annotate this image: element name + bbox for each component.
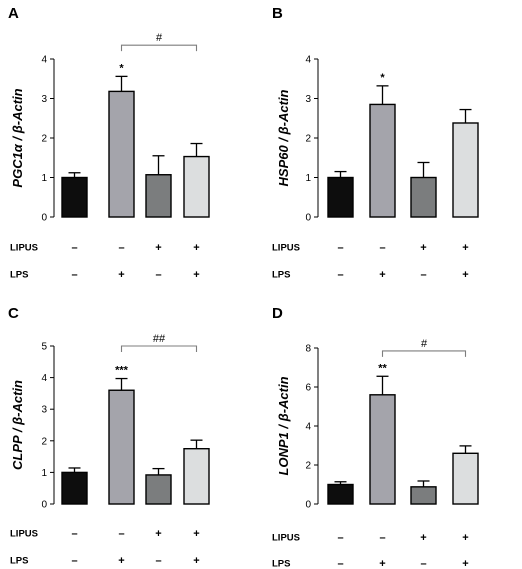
panel-a-bar — [61, 176, 88, 218]
panel-c-row-label-lps: LPS — [10, 556, 28, 567]
panel-c-lipus-sign: + — [193, 528, 199, 540]
panel-b-y-tick-label: 2 — [305, 134, 311, 145]
panel-d-significance-mark: ** — [378, 362, 387, 374]
panel-d-lipus-sign: + — [420, 532, 426, 544]
panel-b-y-tick-label: 4 — [305, 55, 311, 66]
panel-a-y-axis-title: PGC1α / β-Actin — [10, 88, 25, 187]
panel-d-y-axis-title: LONP1 / β-Actin — [276, 376, 291, 475]
panel-a-lps-sign: – — [71, 269, 77, 281]
panel-a-y-tick-label: 2 — [41, 134, 47, 145]
panel-b-row-label-lipus: LIPUS — [272, 243, 300, 254]
panel-a-row-label-lipus: LIPUS — [10, 243, 38, 254]
panel-a-comparison-bracket — [120, 44, 198, 52]
panel-c-bar — [108, 389, 135, 505]
panel-d-lps-sign: + — [379, 558, 385, 569]
panel-d-bar — [327, 483, 354, 505]
panel-c-y-tick-label: 0 — [41, 500, 47, 511]
panel-d-lps-sign: + — [462, 558, 468, 569]
panel-d-bar — [452, 452, 479, 505]
panel-c-lipus-sign: – — [118, 528, 124, 540]
panel-a-lps-sign: + — [118, 269, 124, 281]
panel-d-comparison-bracket — [381, 350, 467, 357]
panel-b-bar — [410, 176, 437, 218]
panel-c-y-tick-label: 3 — [41, 405, 47, 416]
panel-d-lps-sign: – — [337, 558, 343, 569]
panel-d-lipus-sign: – — [337, 532, 343, 544]
panel-a-label: A — [8, 5, 19, 22]
panel-a-lps-sign: + — [193, 269, 199, 281]
panel-b-significance-mark: * — [380, 72, 385, 84]
panel-b-y-tick-label: 0 — [305, 213, 311, 224]
panel-d-y-tick-label: 0 — [305, 500, 311, 511]
panel-c-lipus-sign: + — [155, 528, 161, 540]
panel-b-y-axis-title: HSP60 / β-Actin — [276, 89, 291, 186]
panel-c-significance-mark: *** — [115, 365, 129, 377]
panel-c-y-axis-title: CLPP / β-Actin — [10, 380, 25, 470]
panel-c-row-label-lipus: LIPUS — [10, 529, 38, 540]
panel-b-lipus-sign: – — [337, 242, 343, 254]
panel-b-lps-sign: + — [379, 269, 385, 281]
panel-b-bar — [369, 103, 396, 218]
panel-a-row-label-lps: LPS — [10, 270, 28, 281]
panel-b-bar — [452, 122, 479, 218]
panel-a-bracket-label: # — [156, 32, 163, 44]
panel-b-lipus-sign: – — [379, 242, 385, 254]
panel-a-y-tick-label: 4 — [41, 55, 47, 66]
panel-c-bar — [145, 474, 172, 505]
panel-a-lipus-sign: – — [118, 242, 124, 254]
panel-c-lipus-sign: – — [71, 528, 77, 540]
panel-a-bar — [145, 174, 172, 218]
panel-d-y-tick-label: 6 — [305, 383, 311, 394]
panel-d-label: D — [272, 305, 283, 322]
panel-d-y-tick-label: 4 — [305, 422, 311, 433]
panel-a-lps-sign: – — [155, 269, 161, 281]
panel-d-bar — [369, 394, 396, 505]
panel-c-y-tick-label: 4 — [41, 373, 47, 384]
panel-c-bar — [183, 448, 210, 505]
panel-d-bar — [410, 486, 437, 505]
panel-c-bracket-label: ## — [153, 333, 166, 345]
panel-a-significance-mark: * — [119, 62, 124, 74]
panel-a-lipus-sign: + — [193, 242, 199, 254]
panel-d-lipus-sign: + — [462, 532, 468, 544]
panel-a-y-tick-label: 1 — [41, 173, 47, 184]
panel-a-bar — [183, 155, 210, 218]
panel-b-label: B — [272, 5, 283, 22]
panel-c-comparison-bracket — [120, 345, 198, 352]
panel-c-label: C — [8, 305, 19, 322]
panel-c-lps-sign: – — [71, 555, 77, 567]
panel-d-lps-sign: – — [420, 558, 426, 569]
panel-c-y-tick-label: 5 — [41, 342, 47, 353]
panel-c-y-tick-label: 2 — [41, 436, 47, 447]
panel-b-lipus-sign: + — [462, 242, 468, 254]
panel-b-bar — [327, 176, 354, 218]
panel-b-lipus-sign: + — [420, 242, 426, 254]
panel-c-lps-sign: – — [155, 555, 161, 567]
panel-b-y-tick-label: 3 — [305, 94, 311, 105]
panel-d-y-tick-label: 2 — [305, 461, 311, 472]
panel-d-row-label-lipus: LIPUS — [272, 533, 300, 544]
panel-b-lps-sign: – — [420, 269, 426, 281]
panel-b-row-label-lps: LPS — [272, 270, 290, 281]
panel-c-y-tick-label: 1 — [41, 468, 47, 479]
panel-d-y-tick-label: 8 — [305, 344, 311, 355]
panel-a-y-tick-label: 3 — [41, 94, 47, 105]
panel-a-y-tick-label: 0 — [41, 213, 47, 224]
panel-c-lps-sign: + — [193, 555, 199, 567]
panel-c-lps-sign: + — [118, 555, 124, 567]
panel-a-lipus-sign: + — [155, 242, 161, 254]
panel-b-lps-sign: – — [337, 269, 343, 281]
panel-d-lipus-sign: – — [379, 532, 385, 544]
panel-a-lipus-sign: – — [71, 242, 77, 254]
panel-a-bar — [108, 90, 135, 218]
panel-c-bar — [61, 471, 88, 505]
panel-d-bracket-label: # — [421, 338, 428, 350]
panel-b-lps-sign: + — [462, 269, 468, 281]
panel-d-row-label-lps: LPS — [272, 559, 290, 569]
panel-b-y-tick-label: 1 — [305, 173, 311, 184]
